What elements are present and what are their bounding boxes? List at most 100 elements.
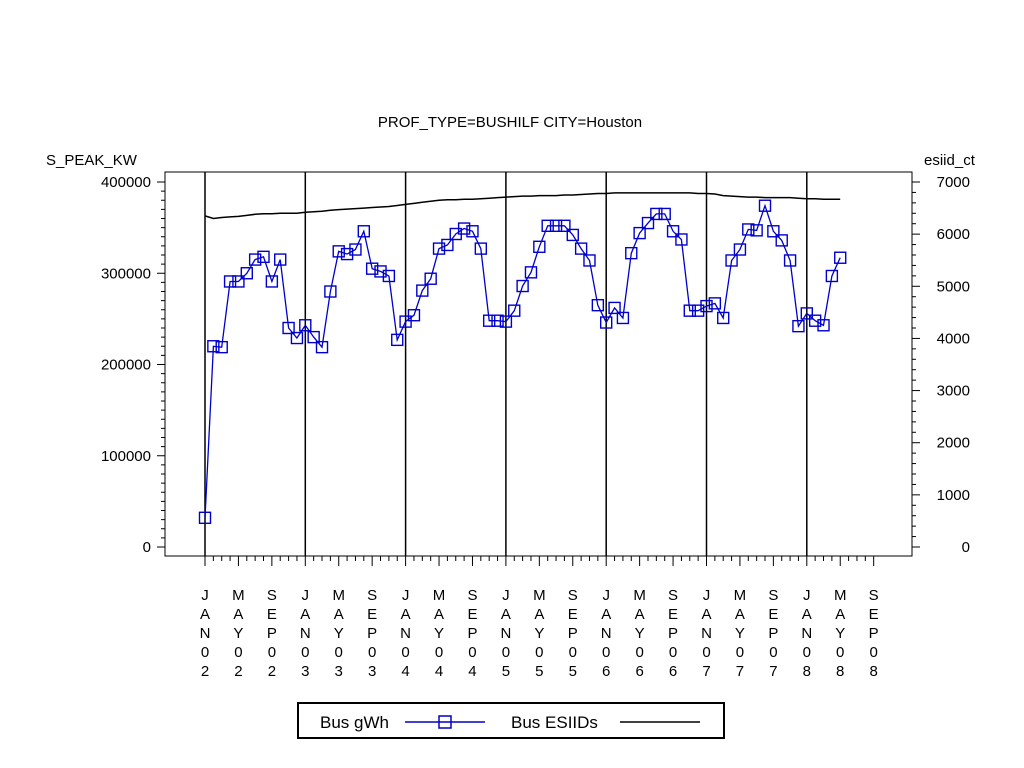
data-point-marker <box>625 246 638 260</box>
data-point-marker <box>825 269 839 283</box>
data-point-marker <box>658 207 671 221</box>
data-point-marker <box>650 207 663 221</box>
data-point-marker <box>541 219 554 233</box>
data-point-marker <box>457 222 471 235</box>
y2-tick-label: 7000 <box>937 174 970 191</box>
data-point-marker <box>332 245 345 258</box>
data-point-marker <box>374 265 387 278</box>
data-point-marker <box>725 254 738 267</box>
legend-label-bus-esiids: Bus ESIIDs <box>511 713 598 732</box>
data-point-marker <box>274 253 287 266</box>
data-point-marker <box>533 240 546 253</box>
data-point-marker <box>800 307 813 320</box>
y2-tick-label: 2000 <box>937 435 970 452</box>
data-point-marker <box>307 330 320 344</box>
y2-tick-label: 4000 <box>937 330 970 347</box>
y2-tick-label: 6000 <box>937 226 970 243</box>
data-point-marker <box>775 234 788 247</box>
y2-tick-label: 3000 <box>937 383 970 400</box>
data-point-marker <box>391 333 404 347</box>
chart-title: PROF_TYPE=BUSHILF CITY=Houston <box>378 114 642 131</box>
y-tick-label: 400000 <box>101 174 151 191</box>
data-point-marker <box>407 309 421 322</box>
data-point-marker <box>549 219 563 233</box>
data-point-marker <box>357 225 371 238</box>
data-point-marker <box>474 242 488 255</box>
data-point-marker <box>215 340 228 354</box>
plot-frame <box>164 171 913 557</box>
data-point-marker <box>499 315 513 328</box>
data-point-marker <box>432 242 446 255</box>
data-point-marker <box>382 269 396 283</box>
y2-tick-label: 0 <box>962 539 970 556</box>
y-axis: 0 100000 200000 300000 400000 <box>101 174 165 556</box>
data-point-marker <box>399 315 412 328</box>
data-point-marker <box>223 275 237 288</box>
legend-frame <box>297 702 725 739</box>
data-point-marker <box>207 340 220 353</box>
data-point-marker <box>290 331 304 345</box>
y2-tick-label: 5000 <box>937 278 970 295</box>
data-point-marker <box>257 250 270 264</box>
data-point-marker <box>591 298 605 312</box>
data-point-marker <box>792 319 805 333</box>
data-point-marker <box>708 297 722 310</box>
data-point-marker <box>282 321 295 335</box>
data-point-marker <box>666 225 680 238</box>
data-point-marker <box>265 275 279 288</box>
data-point-marker <box>340 247 354 261</box>
data-point-marker <box>324 285 337 298</box>
data-point-marker <box>365 262 379 275</box>
data-point-marker <box>808 314 822 327</box>
data-point-marker <box>583 254 596 267</box>
data-point-marker <box>683 304 696 317</box>
y2-axis-label: esiid_ct <box>924 152 976 169</box>
data-point-marker <box>524 266 538 279</box>
y-tick-label: 0 <box>143 539 151 556</box>
data-point-marker <box>198 511 212 524</box>
data-point-marker <box>834 251 847 264</box>
y-tick-label: 200000 <box>101 357 151 374</box>
data-point-marker <box>248 253 262 266</box>
data-point-marker <box>750 224 763 237</box>
data-point-marker <box>675 233 688 246</box>
y2-axis: 0 1000 2000 3000 4000 5000 6000 7000 <box>912 174 970 556</box>
data-point-marker <box>466 225 479 238</box>
data-point-marker <box>600 316 613 329</box>
data-point-marker <box>700 299 713 313</box>
data-point-marker <box>516 279 529 293</box>
series-line-bus-esiids <box>204 192 841 220</box>
data-point-marker <box>558 219 571 233</box>
data-point-marker <box>566 228 579 242</box>
data-point-marker <box>742 223 755 236</box>
series-layer <box>198 192 847 524</box>
data-point-marker <box>299 319 312 332</box>
data-point-marker <box>491 314 504 327</box>
series-line-bus-gwh <box>204 203 841 518</box>
data-point-marker <box>315 340 329 354</box>
y-axis-label: S_PEAK_KW <box>46 152 138 169</box>
data-point-marker <box>633 226 646 240</box>
data-point-marker <box>817 319 830 332</box>
legend: Bus gWh Bus ESIIDs <box>297 702 725 739</box>
data-point-marker <box>733 243 747 256</box>
